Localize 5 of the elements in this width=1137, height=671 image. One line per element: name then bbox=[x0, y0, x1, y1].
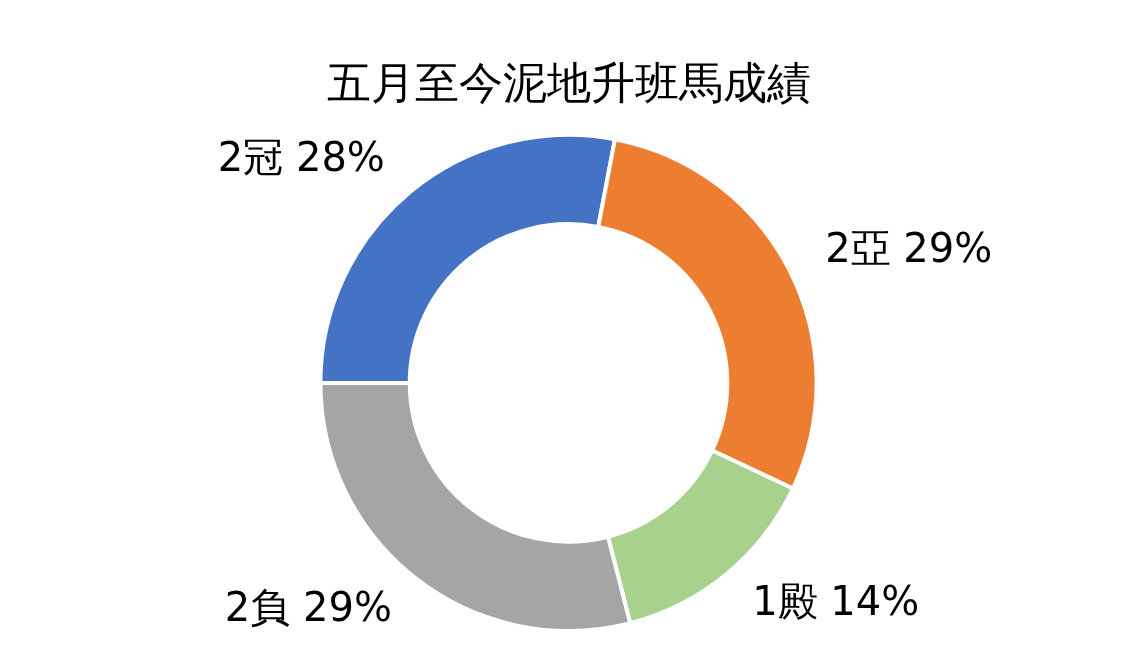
chart-title: 五月至今泥地升班馬成績 bbox=[326, 56, 811, 108]
slice-label: 2負 29% bbox=[224, 583, 392, 630]
slice-label: 2冠 28% bbox=[217, 134, 385, 181]
slice-label: 1殿 14% bbox=[752, 578, 920, 625]
slice-label: 2亞 29% bbox=[825, 225, 993, 272]
